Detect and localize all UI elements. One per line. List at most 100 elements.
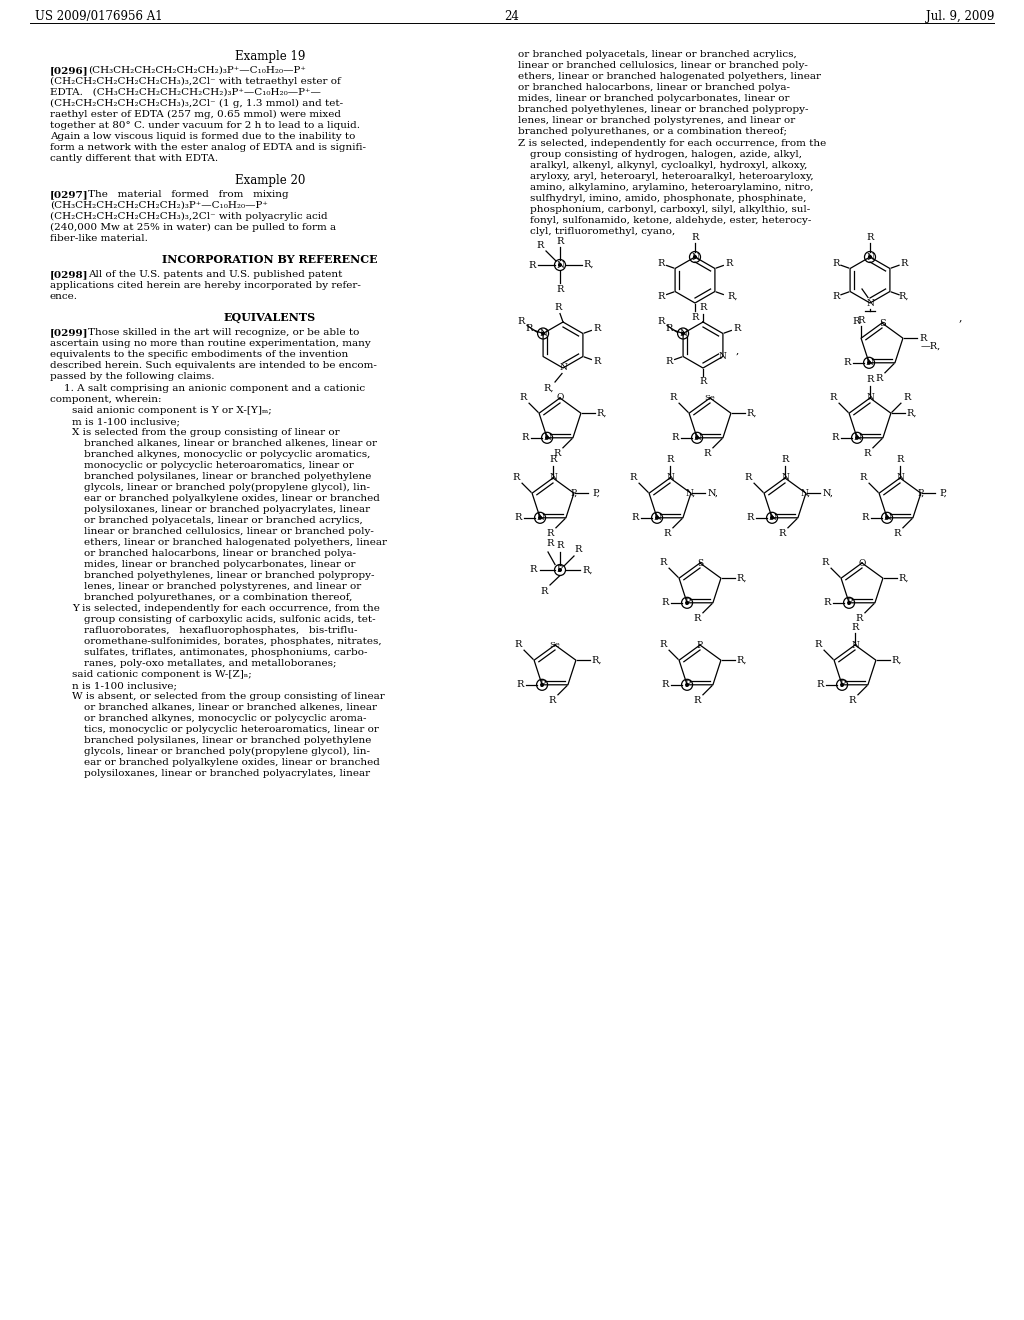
Circle shape — [686, 684, 688, 686]
Text: N: N — [853, 433, 861, 442]
Text: R: R — [593, 323, 601, 333]
Text: R: R — [554, 304, 562, 313]
Text: R: R — [547, 540, 554, 549]
Text: Se: Se — [705, 393, 716, 403]
Text: R: R — [863, 449, 870, 458]
Text: R: R — [893, 529, 901, 539]
Text: R: R — [659, 640, 667, 648]
Text: R: R — [672, 433, 679, 442]
Text: (CH₃CH₂CH₂CH₂CH₂CH₂)₃P⁺—C₁₀H₂₀—P⁺: (CH₃CH₂CH₂CH₂CH₂CH₂)₃P⁺—C₁₀H₂₀—P⁺ — [88, 66, 306, 75]
Text: or branched polyacetals, linear or branched acrylics,: or branched polyacetals, linear or branc… — [84, 516, 362, 525]
Text: R,: R, — [899, 292, 909, 301]
Text: R: R — [861, 513, 868, 523]
Text: said anionic component is Y or X-[Y]ₘ;: said anionic component is Y or X-[Y]ₘ; — [72, 407, 271, 414]
Text: R: R — [833, 292, 840, 301]
Circle shape — [559, 569, 561, 572]
Text: R: R — [548, 696, 556, 705]
Text: R,: R, — [597, 409, 607, 417]
Text: P: P — [539, 680, 545, 689]
Text: glycols, linear or branched poly(propylene glycol), lin-: glycols, linear or branched poly(propyle… — [84, 747, 370, 756]
Text: R: R — [876, 375, 883, 383]
Text: N: N — [896, 474, 904, 483]
Text: N,: N, — [801, 488, 811, 498]
Circle shape — [868, 256, 871, 259]
Text: component, wherein:: component, wherein: — [50, 395, 162, 404]
Text: R,: R, — [746, 409, 757, 417]
Text: Example 20: Example 20 — [234, 174, 305, 187]
Text: R: R — [699, 304, 707, 313]
Text: R,: R, — [736, 656, 748, 665]
Text: tics, monocyclic or polycyclic heteroaromatics, linear or: tics, monocyclic or polycyclic heteroaro… — [84, 725, 379, 734]
Text: cantly different that with EDTA.: cantly different that with EDTA. — [50, 154, 218, 162]
Text: N: N — [559, 363, 567, 372]
Text: [0297]: [0297] — [50, 190, 89, 199]
Text: rafluoroborates,   hexafluorophosphates,   bis-triflu-: rafluoroborates, hexafluorophosphates, b… — [84, 626, 357, 635]
Text: or branched alkynes, monocyclic or polycyclic aroma-: or branched alkynes, monocyclic or polyc… — [84, 714, 367, 723]
Text: Those skilled in the art will recognize, or be able to: Those skilled in the art will recognize,… — [88, 327, 359, 337]
Text: R: R — [662, 598, 669, 607]
Text: R: R — [814, 640, 822, 648]
Text: N: N — [549, 474, 557, 483]
Text: R: R — [693, 614, 700, 623]
Text: fonyl, sulfonamido, ketone, aldehyde, ester, heterocy-: fonyl, sulfonamido, ketone, aldehyde, es… — [530, 216, 811, 224]
Circle shape — [848, 602, 850, 605]
Text: R: R — [900, 259, 907, 268]
Text: R: R — [851, 623, 859, 631]
Text: raethyl ester of EDTA (257 mg, 0.65 mmol) were mixed: raethyl ester of EDTA (257 mg, 0.65 mmol… — [50, 110, 341, 119]
Circle shape — [771, 516, 773, 519]
Text: fiber-like material.: fiber-like material. — [50, 234, 147, 243]
Text: R,: R, — [728, 292, 738, 301]
Text: N,: N, — [686, 488, 696, 498]
Circle shape — [542, 333, 545, 335]
Text: N: N — [556, 260, 564, 269]
Text: clyl, trifluoromethyl, cyano,: clyl, trifluoromethyl, cyano, — [530, 227, 675, 236]
Text: N,: N, — [822, 488, 834, 498]
Text: R: R — [553, 449, 560, 458]
Text: R: R — [781, 455, 788, 465]
Text: R: R — [574, 545, 582, 554]
Text: P,: P, — [592, 488, 600, 498]
Text: R: R — [852, 317, 860, 326]
Text: —R,: —R, — [921, 342, 941, 351]
Text: R,: R, — [892, 656, 902, 665]
Text: R: R — [823, 598, 830, 607]
Circle shape — [559, 264, 561, 267]
Text: N: N — [693, 433, 701, 442]
Text: N: N — [653, 513, 662, 523]
Text: or branched halocarbons, linear or branched polya-: or branched halocarbons, linear or branc… — [518, 83, 790, 92]
Text: N: N — [537, 513, 544, 523]
Text: aryloxy, aryl, heteroaryl, heteroaralkyl, heteroaryloxy,: aryloxy, aryl, heteroaryl, heteroaralkyl… — [530, 172, 814, 181]
Text: P,: P, — [570, 488, 578, 498]
Text: R: R — [693, 696, 700, 705]
Text: R: R — [725, 259, 732, 268]
Text: R: R — [844, 358, 851, 367]
Text: R: R — [662, 680, 669, 689]
Text: R: R — [699, 378, 707, 387]
Text: branched polysilanes, linear or branched polyethylene: branched polysilanes, linear or branched… — [84, 473, 372, 480]
Text: polysiloxanes, linear or branched polyacrylates, linear: polysiloxanes, linear or branched polyac… — [84, 770, 370, 777]
Text: N: N — [719, 352, 727, 360]
Text: R: R — [525, 323, 532, 333]
Text: branched polyurethanes, or a combination thereof;: branched polyurethanes, or a combination… — [518, 127, 787, 136]
Text: (CH₂CH₂CH₂CH₂CH₂CH₃)₃,2Cl⁻ (1 g, 1.3 mmol) and tet-: (CH₂CH₂CH₂CH₂CH₂CH₃)₃,2Cl⁻ (1 g, 1.3 mmo… — [50, 99, 343, 108]
Text: R: R — [848, 696, 856, 705]
Text: R,: R, — [592, 656, 602, 665]
Text: US 2009/0176956 A1: US 2009/0176956 A1 — [35, 11, 163, 22]
Text: R: R — [556, 285, 563, 293]
Text: N: N — [781, 474, 788, 483]
Text: ence.: ence. — [50, 292, 78, 301]
Text: R: R — [516, 680, 523, 689]
Text: R: R — [816, 680, 823, 689]
Text: N: N — [866, 298, 873, 308]
Text: m is 1-100 inclusive;: m is 1-100 inclusive; — [72, 417, 180, 426]
Text: monocyclic or polycyclic heteroaromatics, linear or: monocyclic or polycyclic heteroaromatics… — [84, 461, 353, 470]
Text: P: P — [697, 640, 703, 649]
Text: ear or branched polyalkylene oxides, linear or branched: ear or branched polyalkylene oxides, lin… — [84, 494, 380, 503]
Text: or branched alkanes, linear or branched alkenes, linear: or branched alkanes, linear or branched … — [84, 704, 377, 711]
Circle shape — [841, 684, 844, 686]
Text: 24: 24 — [505, 11, 519, 22]
Text: R,: R, — [736, 574, 748, 582]
Text: R: R — [746, 513, 754, 523]
Text: Again a low viscous liquid is formed due to the inability to: Again a low viscous liquid is formed due… — [50, 132, 355, 141]
Text: form a network with the ester analog of EDTA and is signifi-: form a network with the ester analog of … — [50, 143, 366, 152]
